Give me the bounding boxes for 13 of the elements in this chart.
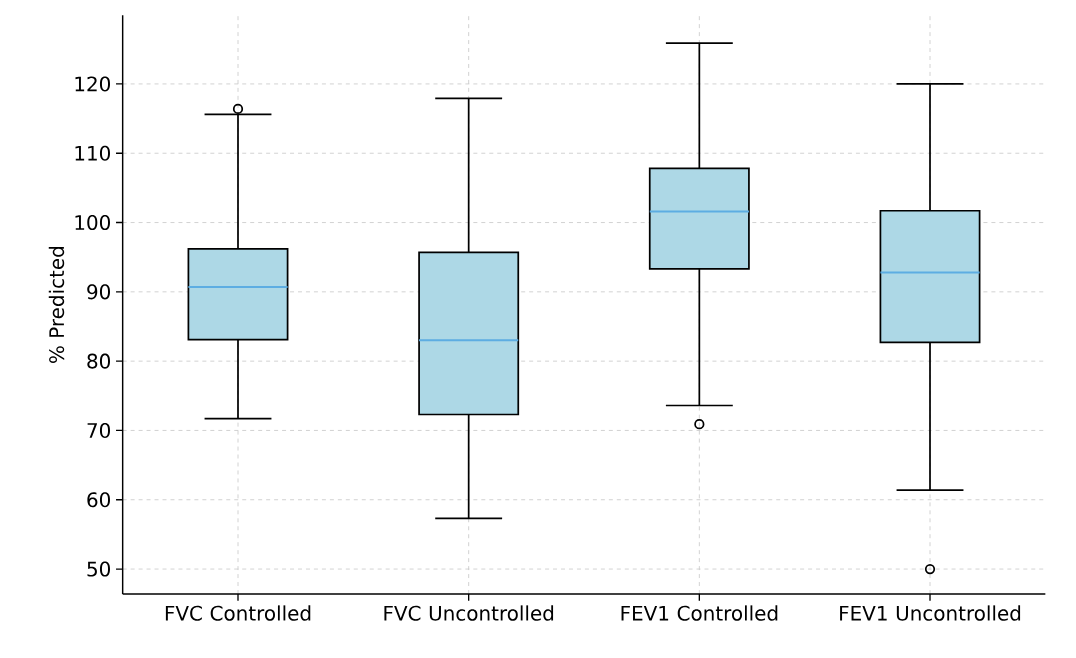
- y-tick-label: 120: [75, 76, 110, 92]
- y-tick-label: 110: [75, 145, 110, 161]
- y-tick-label: 90: [87, 284, 111, 300]
- y-tick-label: 100: [75, 215, 110, 231]
- x-tick-label: FEV1 Controlled: [621, 605, 778, 621]
- x-tick-label: FEV1 Uncontrolled: [840, 605, 1021, 621]
- y-tick-label: 80: [87, 353, 111, 369]
- y-axis-title: % Predicted: [48, 247, 65, 363]
- x-tick-label: FVC Controlled: [165, 605, 311, 621]
- x-tick-label: FVC Uncontrolled: [384, 605, 554, 621]
- y-tick-label: 60: [87, 492, 111, 508]
- y-tick-label: 50: [87, 561, 111, 577]
- y-tick-label: 70: [87, 422, 111, 438]
